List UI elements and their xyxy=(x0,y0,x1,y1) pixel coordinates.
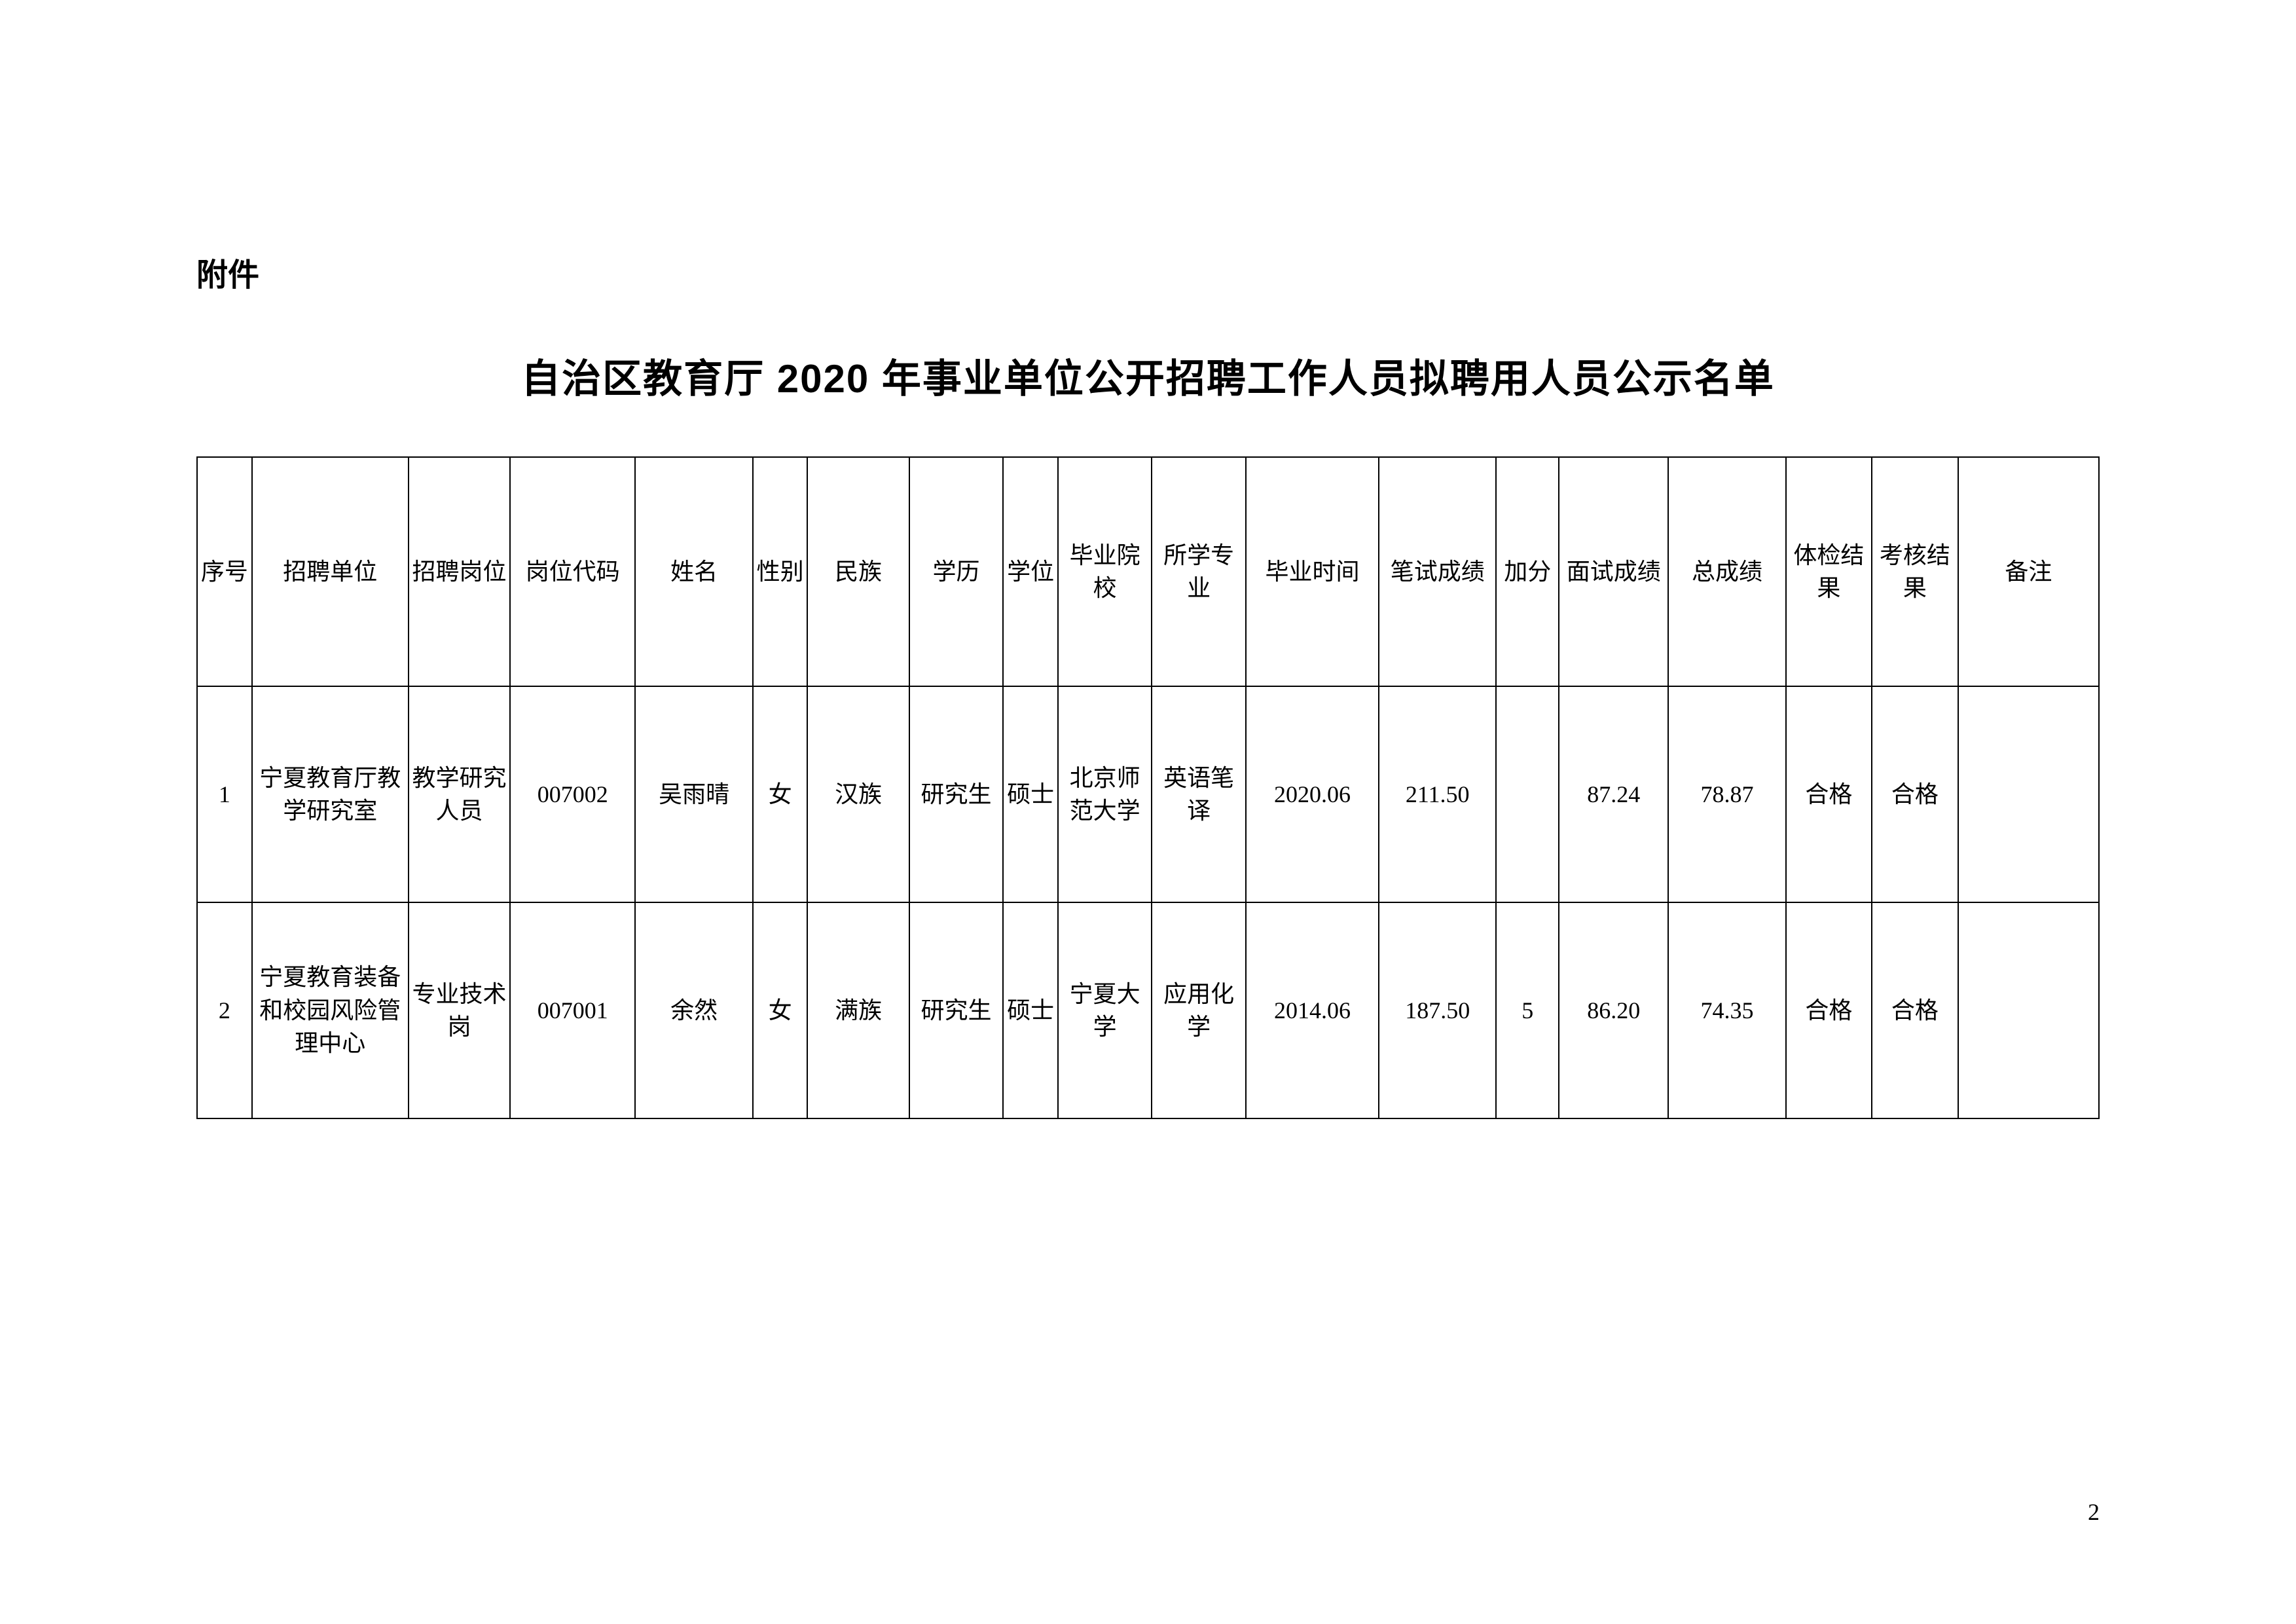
cell-school: 宁夏大学 xyxy=(1058,902,1152,1118)
personnel-table: 序号 招聘单位 招聘岗位 岗位代码 姓名 性别 民族 学历 学位 毕业院校 所学… xyxy=(196,456,2100,1119)
header-code: 岗位代码 xyxy=(510,457,635,686)
table-header-row: 序号 招聘单位 招聘岗位 岗位代码 姓名 性别 民族 学历 学位 毕业院校 所学… xyxy=(197,457,2099,686)
table-row: 2 宁夏教育装备和校园风险管理中心 专业技术岗 007001 余然 女 满族 研… xyxy=(197,902,2099,1118)
cell-interview: 87.24 xyxy=(1559,686,1668,902)
header-edu: 学历 xyxy=(909,457,1003,686)
header-assess: 考核结果 xyxy=(1872,457,1958,686)
cell-name: 吴雨晴 xyxy=(635,686,752,902)
header-school: 毕业院校 xyxy=(1058,457,1152,686)
cell-physical: 合格 xyxy=(1786,902,1872,1118)
header-degree: 学位 xyxy=(1003,457,1058,686)
cell-name: 余然 xyxy=(635,902,752,1118)
cell-code: 007001 xyxy=(510,902,635,1118)
header-seq: 序号 xyxy=(197,457,252,686)
cell-total: 74.35 xyxy=(1668,902,1785,1118)
header-remark: 备注 xyxy=(1958,457,2099,686)
cell-major: 英语笔译 xyxy=(1152,686,1245,902)
cell-ethnic: 汉族 xyxy=(807,686,909,902)
cell-written: 187.50 xyxy=(1379,902,1496,1118)
cell-gender: 女 xyxy=(753,902,808,1118)
table-row: 1 宁夏教育厅教学研究室 教学研究人员 007002 吴雨晴 女 汉族 研究生 … xyxy=(197,686,2099,902)
header-unit: 招聘单位 xyxy=(252,457,409,686)
page-number: 2 xyxy=(2088,1498,2100,1526)
header-gender: 性别 xyxy=(753,457,808,686)
cell-major: 应用化学 xyxy=(1152,902,1245,1118)
page-container: 附件 自治区教育厅 2020 年事业单位公开招聘工作人员拟聘用人员公示名单 xyxy=(0,0,2296,1119)
cell-bonus xyxy=(1496,686,1559,902)
header-post: 招聘岗位 xyxy=(409,457,510,686)
document-title: 自治区教育厅 2020 年事业单位公开招聘工作人员拟聘用人员公示名单 xyxy=(196,347,2100,404)
cell-remark xyxy=(1958,902,2099,1118)
cell-gradtime: 2020.06 xyxy=(1246,686,1379,902)
cell-ethnic: 满族 xyxy=(807,902,909,1118)
cell-code: 007002 xyxy=(510,686,635,902)
cell-assess: 合格 xyxy=(1872,686,1958,902)
attachment-label: 附件 xyxy=(196,249,2100,295)
header-interview: 面试成绩 xyxy=(1559,457,1668,686)
cell-assess: 合格 xyxy=(1872,902,1958,1118)
header-written: 笔试成绩 xyxy=(1379,457,1496,686)
cell-degree: 硕士 xyxy=(1003,686,1058,902)
cell-physical: 合格 xyxy=(1786,686,1872,902)
header-physical: 体检结果 xyxy=(1786,457,1872,686)
cell-total: 78.87 xyxy=(1668,686,1785,902)
cell-written: 211.50 xyxy=(1379,686,1496,902)
header-total: 总成绩 xyxy=(1668,457,1785,686)
cell-gradtime: 2014.06 xyxy=(1246,902,1379,1118)
cell-post: 教学研究人员 xyxy=(409,686,510,902)
cell-edu: 研究生 xyxy=(909,686,1003,902)
header-name: 姓名 xyxy=(635,457,752,686)
cell-school: 北京师范大学 xyxy=(1058,686,1152,902)
header-ethnic: 民族 xyxy=(807,457,909,686)
cell-seq: 1 xyxy=(197,686,252,902)
cell-seq: 2 xyxy=(197,902,252,1118)
header-major: 所学专业 xyxy=(1152,457,1245,686)
cell-gender: 女 xyxy=(753,686,808,902)
cell-unit: 宁夏教育装备和校园风险管理中心 xyxy=(252,902,409,1118)
cell-interview: 86.20 xyxy=(1559,902,1668,1118)
cell-remark xyxy=(1958,686,2099,902)
cell-degree: 硕士 xyxy=(1003,902,1058,1118)
cell-bonus: 5 xyxy=(1496,902,1559,1118)
cell-unit: 宁夏教育厅教学研究室 xyxy=(252,686,409,902)
cell-edu: 研究生 xyxy=(909,902,1003,1118)
header-gradtime: 毕业时间 xyxy=(1246,457,1379,686)
header-bonus: 加分 xyxy=(1496,457,1559,686)
cell-post: 专业技术岗 xyxy=(409,902,510,1118)
